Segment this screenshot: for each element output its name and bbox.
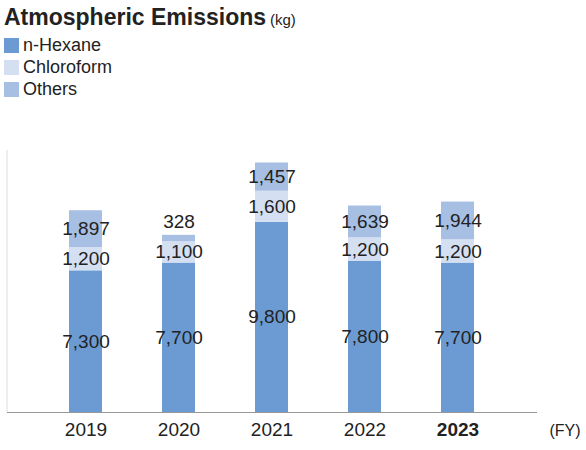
html-text:Chloroform: Chloroform (23, 56, 112, 77)
svg-text:1,944: 1,944 (434, 210, 482, 231)
svg-text:1,600: 1,600 (248, 196, 296, 217)
svg-text:328: 328 (163, 211, 195, 232)
svg-text:2022: 2022 (344, 419, 386, 440)
svg-text:7,700: 7,700 (155, 327, 203, 348)
svg-text:1,639: 1,639 (341, 211, 389, 232)
svg-text:1,897: 1,897 (62, 218, 110, 239)
svg-text:9,800: 9,800 (248, 306, 296, 327)
svg-text:7,300: 7,300 (62, 331, 110, 352)
svg-text:1,200: 1,200 (62, 248, 110, 269)
svg-text:1,200: 1,200 (434, 240, 482, 261)
svg-text:2020: 2020 (158, 419, 200, 440)
html-text:n-Hexane: n-Hexane (23, 34, 101, 55)
svg-text:1,457: 1,457 (248, 166, 296, 187)
svg-text:2023: 2023 (437, 419, 479, 440)
svg-text:1,100: 1,100 (155, 241, 203, 262)
svg-text:1,200: 1,200 (341, 239, 389, 260)
svg-text:2019: 2019 (65, 419, 107, 440)
svg-text:7,700: 7,700 (434, 327, 482, 348)
svg-text:7,800: 7,800 (341, 326, 389, 347)
svg-text:2021: 2021 (251, 419, 293, 440)
html-text:Atmospheric Emissions (kg): Atmospheric Emissions (kg) (4, 4, 296, 30)
svg-text:(FY): (FY) (550, 422, 581, 439)
html-text:Others: Others (23, 78, 77, 99)
